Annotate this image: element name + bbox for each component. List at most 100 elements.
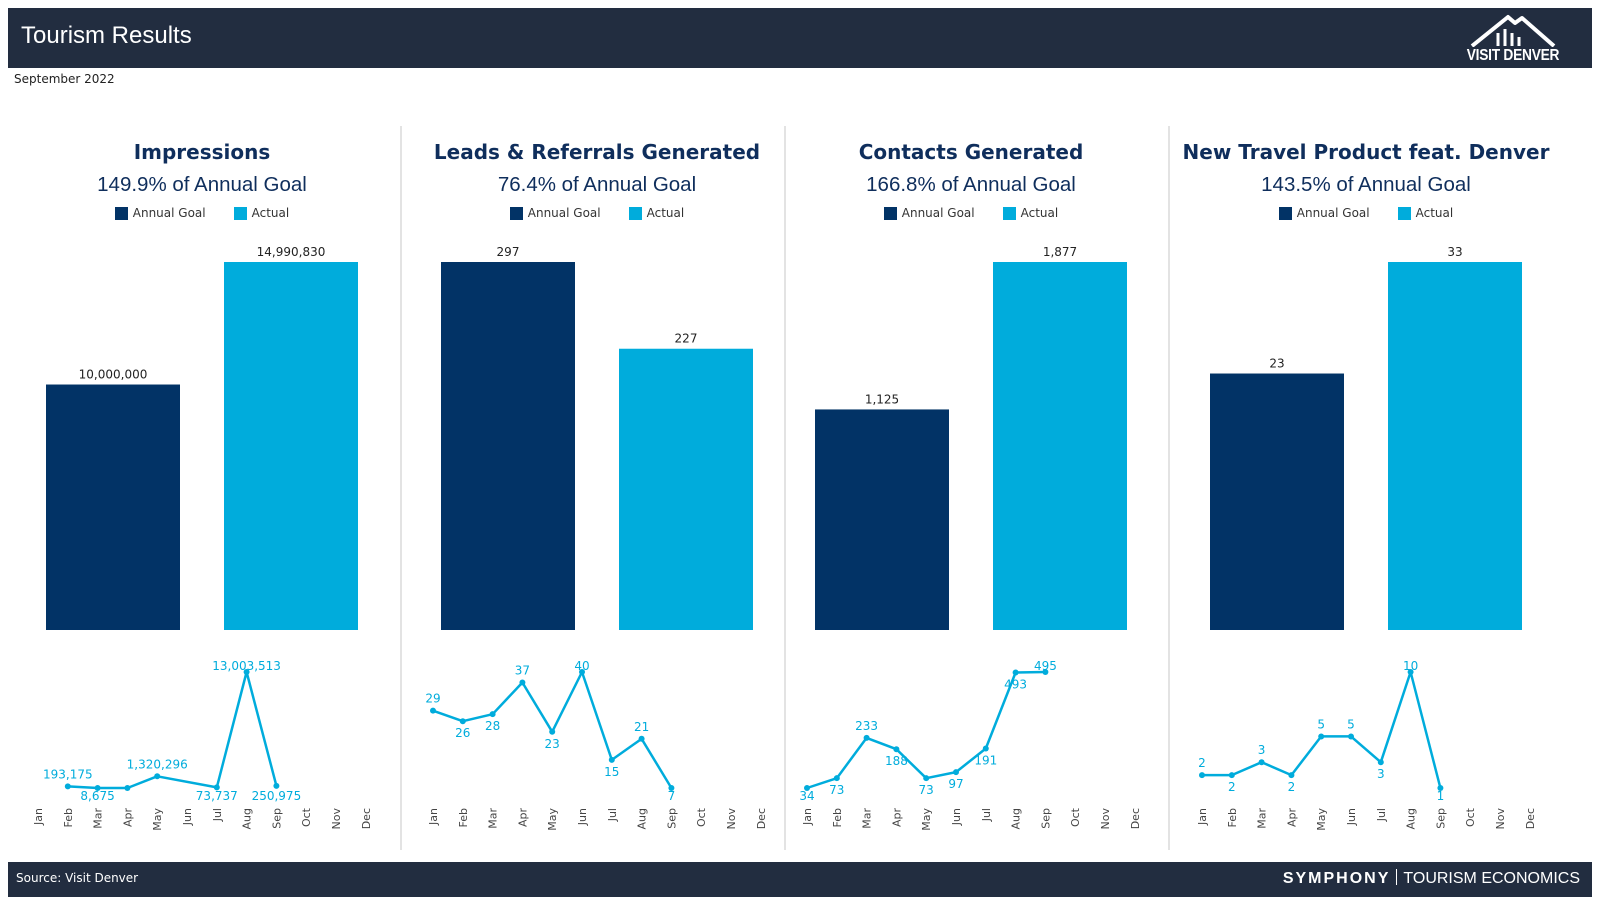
- month-tick-label: May: [1315, 808, 1328, 831]
- bar-chart: 10,000,000 14,990,830: [46, 245, 358, 630]
- trend-point: [893, 746, 900, 753]
- goal-bar: [1210, 373, 1344, 630]
- month-tick-label: Sep: [1434, 808, 1447, 829]
- trend-data-label: 2: [1228, 780, 1236, 794]
- trend-point: [1012, 669, 1019, 676]
- trend-data-label: 28: [485, 719, 500, 733]
- month-tick-label: Oct: [1069, 807, 1082, 827]
- bar-value-label: 23: [1269, 357, 1284, 371]
- trend-chart: 193,175 8,675 1,320,296 73,737 13,003,513 250…: [32, 660, 373, 831]
- month-tick-label: Sep: [270, 808, 283, 829]
- legend-actual-swatch: [1397, 206, 1411, 220]
- legend: Annual Goal Actual: [12, 206, 392, 220]
- month-tick-label: Mar: [1256, 808, 1269, 829]
- month-tick-label: Aug: [636, 808, 649, 829]
- trend-data-label: 73: [829, 783, 844, 797]
- visit-denver-logo: VISIT DENVER: [1458, 13, 1568, 65]
- goal-bar: [815, 409, 949, 630]
- legend-actual: Actual: [1397, 206, 1453, 220]
- month-tick-label: Jan: [32, 808, 45, 826]
- trend-point: [1199, 772, 1205, 779]
- legend-goal: Annual Goal: [883, 206, 975, 220]
- goal-bar: [441, 262, 575, 630]
- trend-point: [982, 745, 989, 752]
- goal-percent: 166.8% of Annual Goal: [866, 173, 1076, 196]
- trend-point: [64, 783, 71, 790]
- trend-point: [638, 735, 645, 742]
- trend-point: [863, 734, 870, 741]
- month-tick-label: Feb: [1226, 808, 1239, 827]
- trend-point: [1228, 772, 1235, 779]
- legend-actual-swatch: [1002, 206, 1016, 220]
- panel-title: New Travel Product feat. Denver: [1182, 140, 1550, 164]
- trend-data-label: 73: [919, 783, 934, 797]
- trend-chart: 2 2 3 2 5 5 3 10 1 Jan Feb Mar Apr May Jun Jul Aug Sep Oct…: [1196, 660, 1537, 831]
- legend-actual: Actual: [628, 206, 684, 220]
- trend-point: [549, 728, 556, 735]
- legend-goal-label: Annual Goal: [1296, 206, 1370, 220]
- trend-point: [1437, 785, 1444, 791]
- trend-point: [953, 769, 959, 776]
- bar-value-label: 10,000,000: [79, 368, 148, 382]
- trend-point: [1407, 669, 1414, 675]
- trend-point: [124, 785, 131, 791]
- month-tick-label: Feb: [457, 808, 470, 827]
- trend-chart: 29 26 28 37 23 40 15 21 7 Jan Feb Mar Apr May Jun Jul Au…: [425, 660, 768, 831]
- trend-data-label: 1,320,296: [127, 757, 188, 771]
- trend-data-label: 5: [1317, 717, 1325, 731]
- trend-data-label: 21: [634, 720, 649, 734]
- month-tick-label: Dec: [360, 808, 373, 829]
- mountain-logo-icon: [1470, 15, 1556, 48]
- bar-chart: 23 33: [1210, 245, 1522, 630]
- month-tick-label: Oct: [695, 807, 708, 827]
- month-tick-label: Feb: [831, 808, 844, 827]
- trend-data-label: 10: [1403, 660, 1418, 673]
- month-tick-label: Jun: [576, 808, 589, 826]
- month-tick-label: Dec: [1524, 808, 1537, 829]
- trend-point: [459, 718, 466, 725]
- month-tick-label: Dec: [1129, 808, 1142, 829]
- bar-value-label: 33: [1447, 245, 1462, 259]
- actual-bar: [619, 348, 753, 630]
- month-tick-label: Nov: [330, 808, 343, 830]
- month-tick-label: Mar: [487, 808, 500, 829]
- trend-data-label: 2: [1198, 756, 1206, 770]
- kpi-panel-leads-referrals: Leads & Referrals Generated 76.4% of Ann…: [407, 130, 787, 850]
- panel-divider: [400, 126, 402, 850]
- trend-point: [579, 669, 585, 675]
- legend-goal: Annual Goal: [509, 206, 601, 220]
- goal-percent: 149.9% of Annual Goal: [97, 173, 307, 196]
- brand-separator: [1396, 869, 1398, 885]
- month-tick-label: Apr: [516, 808, 529, 828]
- month-tick-label: Dec: [755, 808, 768, 829]
- legend-goal-swatch: [509, 206, 523, 220]
- legend-goal-swatch: [883, 206, 897, 220]
- legend-actual-label: Actual: [251, 206, 290, 220]
- month-tick-label: Sep: [1039, 808, 1052, 829]
- panel-divider: [784, 126, 786, 850]
- trend-point: [273, 782, 280, 789]
- trend-point: [1042, 669, 1049, 675]
- month-tick-label: Jan: [1196, 808, 1209, 826]
- trend-data-label: 3: [1258, 743, 1266, 757]
- trend-data-label: 250,975: [252, 789, 302, 803]
- trend-point: [923, 775, 930, 782]
- month-tick-label: Aug: [1405, 808, 1418, 829]
- trend-point: [213, 784, 220, 791]
- month-tick-label: Nov: [725, 808, 738, 830]
- month-tick-label: Aug: [1010, 808, 1023, 829]
- month-tick-label: Jan: [801, 808, 814, 826]
- actual-bar: [1388, 262, 1522, 630]
- trend-point: [1288, 772, 1295, 779]
- bar-value-label: 1,125: [865, 392, 899, 406]
- trend-data-label: 1: [1437, 789, 1445, 803]
- month-tick-label: Oct: [300, 807, 313, 827]
- report-period: September 2022: [14, 72, 115, 86]
- legend-goal: Annual Goal: [1278, 206, 1370, 220]
- bar-chart: 297 227: [441, 245, 753, 630]
- month-tick-label: Oct: [1464, 807, 1477, 827]
- month-tick-label: Jul: [606, 808, 619, 822]
- panel-divider: [1168, 126, 1170, 850]
- legend-goal-label: Annual Goal: [132, 206, 206, 220]
- bar-value-label: 14,990,830: [257, 245, 326, 259]
